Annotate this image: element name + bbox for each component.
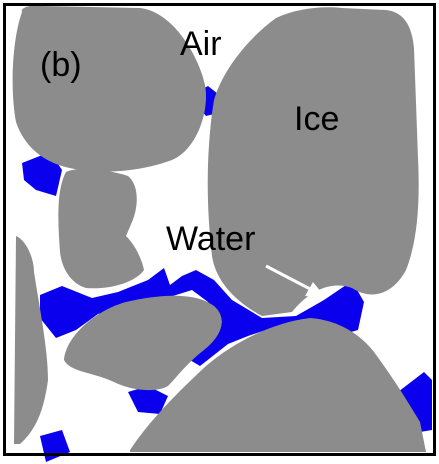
water-label: Water — [166, 220, 255, 258]
ice-grain-mid-left — [58, 169, 145, 289]
water-pocket-center-network — [40, 268, 364, 366]
ice-label: Ice — [294, 100, 339, 138]
water-pocket-right-lower — [398, 372, 432, 432]
ice-grain-left-edge — [14, 236, 48, 444]
ice-grains — [12, 5, 426, 452]
ice-grain-large-right — [207, 7, 419, 316]
ice-grain-center-lower — [64, 295, 222, 391]
ice-grain-top-left — [12, 5, 207, 172]
water-pocket-lower-left — [128, 386, 168, 414]
water-arrow — [265, 264, 326, 298]
panel-label: (b) — [40, 46, 82, 84]
figure-frame — [3, 3, 436, 456]
ice-grain-bottom-large — [130, 318, 426, 452]
air-label: Air — [180, 25, 222, 63]
water-arrow-head — [305, 282, 326, 298]
water-pocket-left-upper — [22, 152, 62, 196]
water-arrow-shaft — [265, 264, 313, 292]
